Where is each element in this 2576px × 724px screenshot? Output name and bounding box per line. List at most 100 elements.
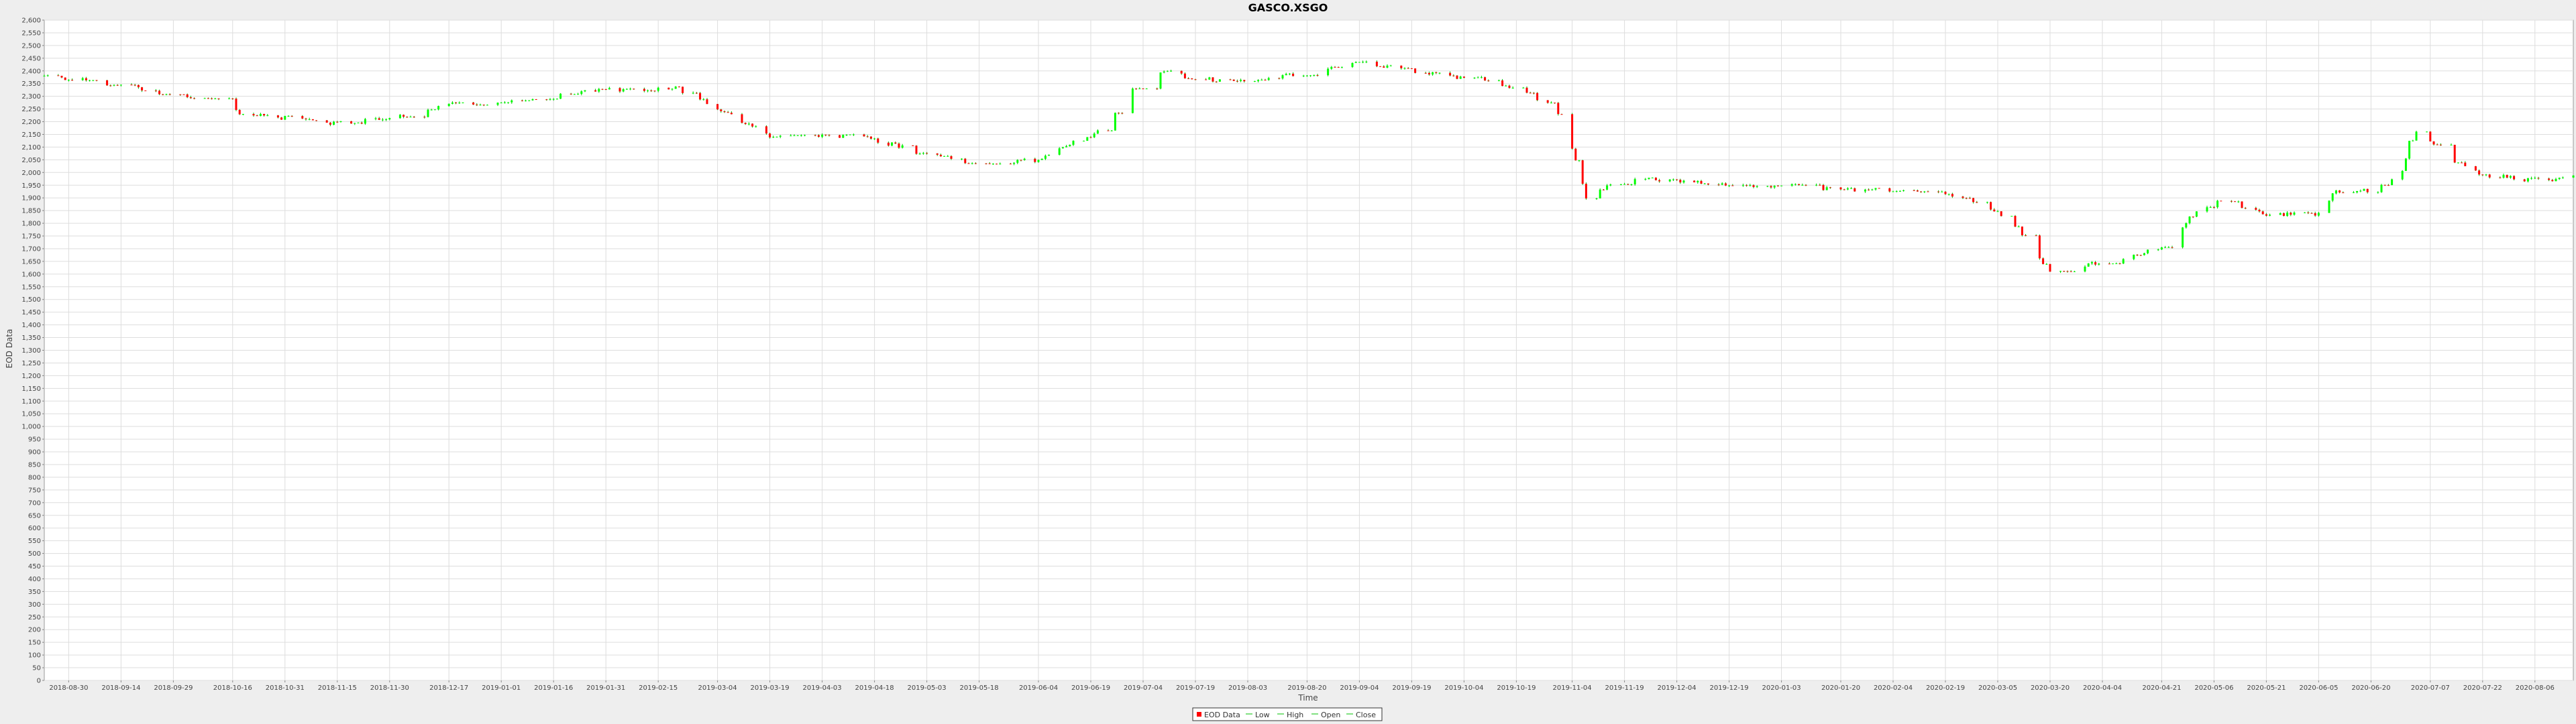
candle-body (238, 110, 241, 115)
x-tick-label: 2019-09-19 (1392, 684, 1431, 692)
candle-body (385, 119, 388, 121)
candle-body (898, 143, 900, 148)
candle-body (1773, 186, 1776, 188)
candle-body (2387, 184, 2390, 186)
candle-body (1072, 141, 1075, 145)
candle-body (2279, 213, 2282, 215)
candle-body (1532, 93, 1535, 94)
candle-body (1682, 180, 1685, 183)
candle-body (2286, 213, 2289, 217)
candle-body (2401, 170, 2404, 180)
candle-body (1790, 184, 1793, 186)
candle-body (943, 156, 946, 157)
candle-body (154, 90, 157, 92)
candle-body (706, 99, 708, 105)
y-tick-label: 1,200 (21, 373, 41, 380)
candle-body (894, 142, 897, 144)
y-tick-label: 50 (32, 665, 41, 672)
candle-body (1407, 68, 1409, 69)
candle-body (158, 90, 161, 95)
candle-body (901, 145, 904, 148)
candle-body (2502, 174, 2505, 178)
x-tick-label: 2019-08-03 (1228, 684, 1267, 692)
candle-body (2171, 247, 2174, 248)
candle-body (81, 78, 84, 80)
candle-body (141, 87, 144, 90)
x-tick-label: 2020-04-21 (2142, 684, 2181, 692)
candle-body (472, 102, 475, 105)
candle-body (577, 94, 580, 95)
candle-body (1619, 184, 1622, 185)
y-tick-label: 2,600 (21, 17, 41, 25)
x-axis-label: Time (1297, 693, 1318, 703)
candle-body (936, 153, 938, 155)
candle-body (1183, 73, 1186, 78)
candle-body (2195, 211, 2198, 217)
x-axis: 2018-08-30 2018-09-14 2018-09-29 2018-10-16… (49, 680, 2555, 692)
candle-body (720, 109, 722, 111)
candle-body (437, 106, 440, 110)
candle-body (667, 87, 670, 90)
candle-body (2453, 144, 2456, 163)
x-tick-label: 2019-01-16 (534, 684, 573, 692)
candle-body (2426, 131, 2428, 133)
candle-body (584, 90, 586, 92)
candle-body (2059, 271, 2062, 272)
candle-body (1156, 88, 1159, 90)
candle-body (119, 84, 122, 86)
candle-body (2551, 180, 2554, 182)
candle-body (113, 84, 115, 86)
candle-body (1191, 78, 1193, 80)
candle-body (2122, 259, 2125, 264)
candle-body (730, 113, 733, 115)
candle-body (241, 113, 244, 115)
x-tick-label: 2019-07-04 (1124, 684, 1163, 692)
candle-body (2094, 262, 2097, 265)
candle-body (2429, 131, 2432, 141)
y-tick-label: 2,300 (21, 93, 41, 101)
x-tick-label: 2019-10-04 (1444, 684, 1483, 692)
y-tick-label: 350 (28, 589, 41, 596)
candle-body (552, 99, 555, 100)
legend-swatch-eod (1197, 712, 1201, 717)
x-tick-label: 2018-10-16 (213, 684, 252, 692)
candles (43, 60, 2575, 274)
y-tick-label: 1,800 (21, 221, 41, 228)
candle-body (60, 76, 63, 78)
candle-body (2042, 258, 2045, 264)
candle-body (339, 121, 342, 122)
y-tick-label: 100 (28, 652, 41, 660)
y-tick-label: 1,300 (21, 347, 41, 355)
candle-body (1916, 190, 1919, 192)
y-tick-label: 950 (28, 436, 41, 444)
candle-body (1557, 103, 1560, 115)
candle-body (1194, 79, 1197, 80)
y-tick-label: 700 (28, 499, 41, 507)
candle-body (137, 84, 140, 88)
y-tick-label: 2,100 (21, 144, 41, 152)
candle-body (915, 145, 918, 154)
candle-body (2530, 178, 2533, 179)
candle-body (1798, 184, 1801, 186)
x-tick-label: 2019-06-19 (1071, 684, 1110, 692)
candle-body (2234, 201, 2237, 202)
candle-body (1741, 185, 1744, 186)
candle-body (2464, 162, 2467, 166)
x-tick-label: 2018-12-17 (429, 684, 468, 692)
candle-body (1536, 93, 1539, 101)
candle-body (1142, 88, 1144, 90)
y-tick-label: 2,150 (21, 131, 41, 139)
candle-body (1599, 189, 1601, 198)
candle-body (1316, 75, 1319, 76)
candle-body (1037, 160, 1040, 162)
y-tick-label: 1,450 (21, 309, 41, 316)
candle-body (1749, 185, 1752, 186)
candle-body (193, 98, 196, 99)
candle-body (144, 90, 147, 91)
candle-body (2108, 263, 2110, 265)
candle-body (947, 156, 949, 157)
candle-body (2314, 213, 2316, 216)
candle-body (594, 90, 597, 92)
candle-body (604, 89, 607, 90)
candle-body (2133, 254, 2135, 259)
